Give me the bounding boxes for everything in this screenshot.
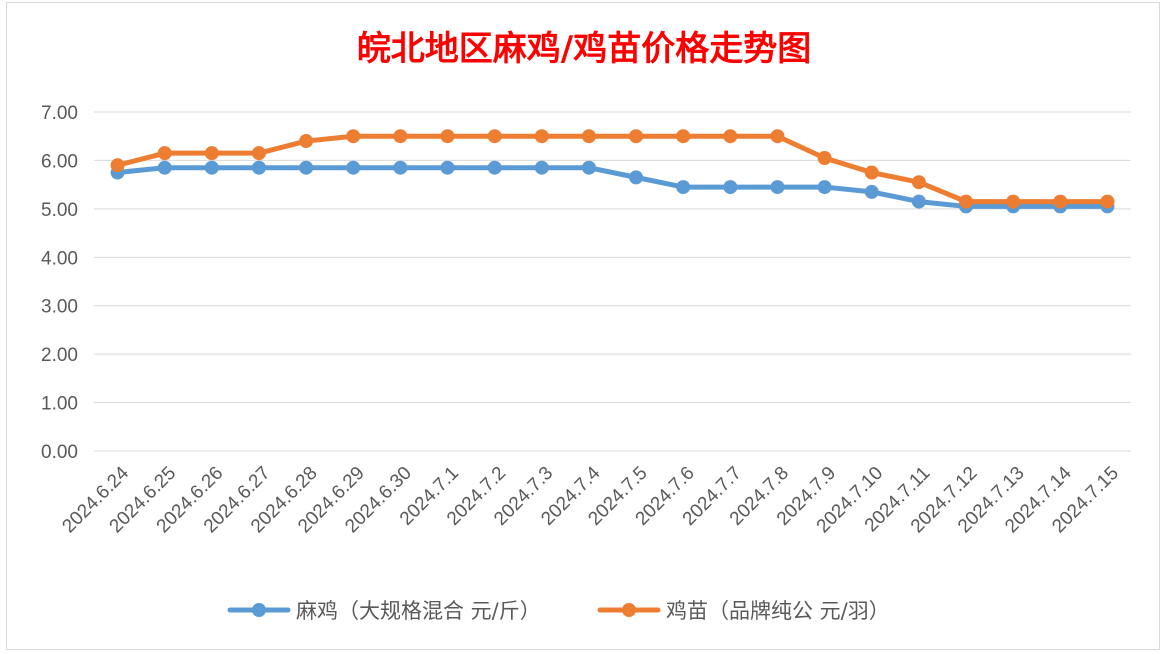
y-tick-label: 4.00 bbox=[41, 248, 78, 269]
series-layer bbox=[110, 129, 1115, 214]
data-point bbox=[534, 129, 549, 144]
data-point bbox=[770, 180, 785, 195]
data-point bbox=[629, 170, 644, 185]
data-point bbox=[534, 160, 549, 175]
legend-entry-2: 鸡苗（品牌纯公 元/羽） bbox=[597, 599, 890, 623]
data-point bbox=[864, 184, 879, 199]
data-point bbox=[770, 129, 785, 144]
y-tick-label: 5.00 bbox=[41, 200, 78, 221]
data-point bbox=[864, 165, 879, 180]
data-point bbox=[440, 160, 455, 175]
legend: 麻鸡（大规格混合 元/斤） 鸡苗（品牌纯公 元/羽） bbox=[227, 599, 890, 623]
data-point bbox=[817, 151, 832, 166]
data-point bbox=[346, 160, 361, 175]
data-point bbox=[299, 134, 314, 149]
data-point bbox=[676, 129, 691, 144]
series-line bbox=[115, 165, 1110, 209]
legend-entry-1: 麻鸡（大规格混合 元/斤） bbox=[227, 599, 541, 623]
data-point bbox=[487, 129, 502, 144]
data-point bbox=[1006, 194, 1021, 209]
data-point bbox=[723, 180, 738, 195]
data-point bbox=[1100, 194, 1115, 209]
data-point bbox=[911, 194, 926, 209]
data-point bbox=[157, 146, 172, 161]
y-tick-label: 2.00 bbox=[41, 345, 78, 366]
data-point bbox=[581, 129, 596, 144]
y-tick-label: 0.00 bbox=[41, 442, 78, 463]
data-point bbox=[204, 160, 219, 175]
y-tick-label: 7.00 bbox=[41, 103, 78, 124]
chart-title: 皖北地区麻鸡/鸡苗价格走势图 bbox=[357, 29, 811, 69]
legend-swatch-marker bbox=[622, 603, 636, 617]
data-point bbox=[393, 129, 408, 144]
data-point bbox=[676, 180, 691, 195]
legend-label: 鸡苗（品牌纯公 元/羽） bbox=[666, 599, 890, 623]
legend-swatch-marker bbox=[252, 603, 266, 617]
data-point bbox=[157, 160, 172, 175]
data-point bbox=[251, 160, 266, 175]
legend-label: 麻鸡（大规格混合 元/斤） bbox=[296, 599, 541, 623]
gridlines bbox=[94, 111, 1131, 452]
y-tick-label: 3.00 bbox=[41, 297, 78, 318]
data-point bbox=[911, 175, 926, 190]
data-point bbox=[1053, 194, 1068, 209]
y-tick-label: 6.00 bbox=[41, 151, 78, 172]
data-point bbox=[487, 160, 502, 175]
series-2 bbox=[110, 129, 1115, 209]
data-point bbox=[299, 160, 314, 175]
data-point bbox=[110, 158, 125, 173]
y-tick-label: 1.00 bbox=[41, 394, 78, 415]
x-axis-ticks: 2024.6.242024.6.252024.6.262024.6.272024… bbox=[58, 462, 1122, 537]
data-point bbox=[959, 194, 974, 209]
data-point bbox=[440, 129, 455, 144]
data-point bbox=[581, 160, 596, 175]
data-point bbox=[629, 129, 644, 144]
data-point bbox=[723, 129, 738, 144]
chart-frame bbox=[6, 2, 1160, 650]
data-point bbox=[346, 129, 361, 144]
data-point bbox=[204, 146, 219, 161]
series-line bbox=[115, 133, 1110, 205]
y-axis-ticks: 0.00 1.00 2.00 3.00 4.00 5.00 6.00 7.00 bbox=[41, 103, 78, 463]
data-point bbox=[251, 146, 266, 161]
data-point bbox=[393, 160, 408, 175]
data-point bbox=[817, 180, 832, 195]
